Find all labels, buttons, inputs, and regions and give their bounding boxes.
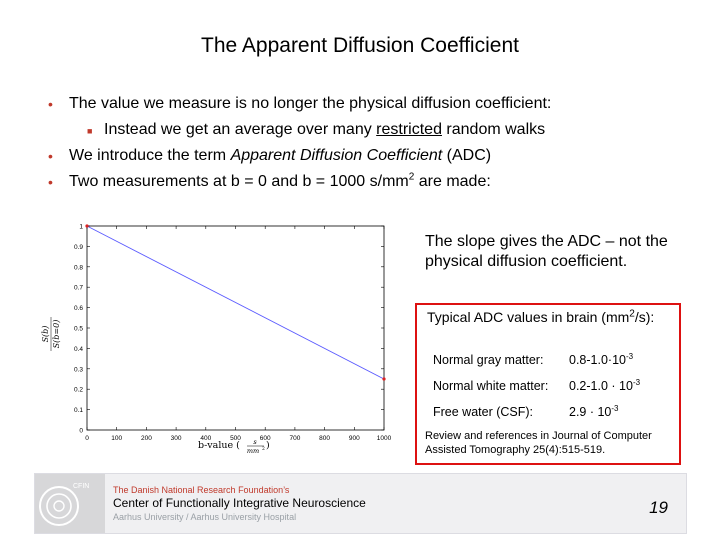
- data-point: [382, 377, 386, 381]
- y-tick-label: 0.5: [74, 326, 83, 333]
- text-segment: Two measurements at b = 0 and b = 1000 s…: [69, 173, 409, 190]
- x-tick-label: 1000: [377, 435, 392, 442]
- y-axis-label-denominator: S(b=0): [52, 320, 61, 349]
- logo-text: CFIN: [73, 483, 89, 490]
- text-segment: are made:: [414, 173, 491, 190]
- x-axis-label-close: ): [266, 440, 270, 451]
- adc-row-label: Normal gray matter:: [433, 353, 544, 367]
- data-point: [85, 224, 89, 228]
- y-tick-label: 0.9: [74, 244, 83, 251]
- x-tick-label: 800: [319, 435, 330, 442]
- superscript: 2: [629, 308, 635, 320]
- y-axis-label-numerator: S(b): [41, 326, 50, 343]
- y-tick-label: 0.7: [74, 285, 83, 292]
- superscript: 2: [408, 171, 415, 183]
- underlined-term: restricted: [376, 121, 442, 138]
- value-exponent: -3: [625, 351, 634, 361]
- page-number: 19: [649, 498, 668, 517]
- square-bullet-icon: ■: [87, 126, 93, 136]
- y-tick-label: 0.2: [74, 387, 83, 394]
- x-axis-label: b-value (: [198, 440, 240, 451]
- bullet-list: • The value we measure is no longer the …: [48, 94, 688, 198]
- x-tick-label: 0: [85, 435, 89, 442]
- footer-university: Aarhus University / Aarhus University Ho…: [113, 512, 297, 522]
- footer-bar: CFIN The Danish National Research Founda…: [34, 473, 687, 534]
- x-tick-label: 200: [141, 435, 152, 442]
- slide-title: The Apparent Diffusion Coefficient: [201, 34, 519, 57]
- y-tick-label: 1: [79, 224, 83, 231]
- y-tick-label: 0: [79, 428, 83, 435]
- bullet-dot-icon: •: [48, 96, 53, 112]
- adc-row-value: 0.2-1.0 · 10-3: [569, 377, 641, 393]
- footer-center-name: Center of Functionally Integrative Neuro…: [113, 496, 366, 510]
- y-tick-label: 0.6: [74, 305, 83, 312]
- text-segment: (ADC): [442, 147, 492, 164]
- value-exponent: -3: [632, 377, 641, 387]
- sub-bullet-item: ■ Instead we get an average over many re…: [48, 120, 688, 146]
- adc-values-box: Typical ADC values in brain (mm2/s): Nor…: [415, 303, 681, 465]
- bullet-item: • Two measurements at b = 0 and b = 1000…: [48, 172, 688, 198]
- bullet-text: Two measurements at b = 0 and b = 1000 s…: [69, 172, 491, 192]
- adc-chart: 0 100 200 300 400 500 600 700 800 900 1000 0 0.1 0.2 0…: [41, 224, 392, 456]
- italic-term: Apparent Diffusion Coefficient: [230, 147, 443, 164]
- adc-row-label: Normal white matter:: [433, 379, 549, 393]
- cfin-logo: CFIN: [35, 474, 105, 533]
- x-axis-label-denominator-sup: 2: [262, 446, 265, 452]
- x-tick-label: 600: [260, 435, 271, 442]
- x-tick-label: 300: [171, 435, 182, 442]
- value-exponent: -3: [611, 403, 619, 413]
- y-axis-label: S(b) S(b=0): [41, 317, 61, 351]
- bullet-item: • The value we measure is no longer the …: [48, 94, 688, 120]
- value-base: 0.8-1.0·10: [569, 353, 626, 367]
- plot-area: [86, 225, 385, 431]
- y-tick-label: 0.1: [74, 407, 83, 414]
- slope-note: The slope gives the ADC – not the physic…: [425, 233, 668, 270]
- adc-reference: Review and references in Journal of Comp…: [425, 430, 652, 456]
- bullet-item: • We introduce the term Apparent Diffusi…: [48, 146, 688, 172]
- y-tick-label: 0.3: [74, 366, 83, 373]
- text-segment: random walks: [441, 121, 546, 138]
- adc-row-label: Free water (CSF):: [433, 405, 534, 419]
- series-line: [86, 225, 385, 380]
- bullet-dot-icon: •: [48, 148, 53, 164]
- adc-header: Typical ADC values in brain (mm2/s):: [427, 308, 677, 327]
- text-segment: Typical ADC values in brain (mm: [427, 309, 630, 325]
- text-segment: We introduce the term: [69, 147, 231, 164]
- bullet-dot-icon: •: [48, 174, 53, 190]
- value-base: 2.9 · 10: [569, 405, 612, 419]
- x-axis-label-denominator: mm: [247, 447, 259, 455]
- sub-bullet-text: Instead we get an average over many rest…: [104, 120, 545, 140]
- x-tick-label: 400: [200, 435, 211, 442]
- bullet-text: The value we measure is no longer the ph…: [69, 95, 552, 112]
- adc-row-value: 2.9 · 10-3: [569, 403, 619, 419]
- x-tick-label: 900: [349, 435, 360, 442]
- adc-row-value: 0.8-1.0·10-3: [569, 351, 634, 367]
- text-segment: /s):: [634, 309, 655, 325]
- x-tick-label: 100: [111, 435, 122, 442]
- x-tick-label: 500: [230, 435, 241, 442]
- y-tick-label: 0.8: [74, 264, 83, 271]
- x-tick-label: 700: [289, 435, 300, 442]
- text-segment: Instead we get an average over many: [104, 121, 377, 138]
- value-base: 0.2-1.0 · 10: [569, 379, 633, 393]
- x-axis-label-numerator: s: [253, 438, 257, 446]
- y-tick-label: 0.4: [74, 346, 83, 353]
- footer-foundation: The Danish National Research Foundation’…: [113, 485, 290, 495]
- bullet-text: We introduce the term Apparent Diffusion…: [69, 146, 491, 166]
